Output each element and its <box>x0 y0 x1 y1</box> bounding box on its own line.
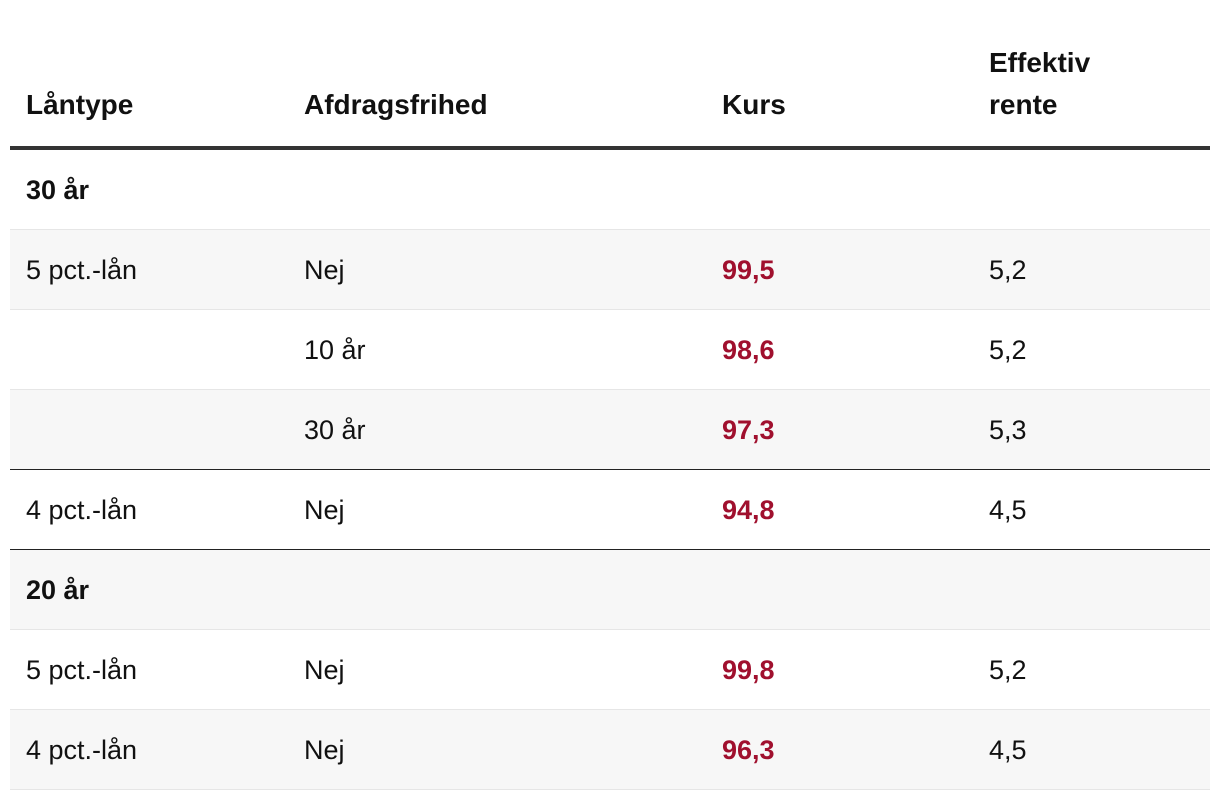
table-row: 5 pct.-lån Nej 99,5 5,2 <box>10 230 1210 310</box>
table-cell: Nej <box>304 255 345 285</box>
group-label: 20 år <box>26 575 90 605</box>
table-cell: 5,2 <box>989 655 1027 685</box>
table-cell: 5 pct.-lån <box>26 255 138 285</box>
table-cell: 97,3 <box>722 415 775 445</box>
table-cell: 10 år <box>304 335 366 365</box>
table-cell: 98,6 <box>722 335 775 365</box>
table-cell: 4 pct.-lån <box>26 495 138 525</box>
table-cell: Nej <box>304 655 345 685</box>
table-cell: 96,3 <box>722 735 775 765</box>
table-header: Låntype Afdragsfrihed Kurs Effektiv rent… <box>10 0 1210 150</box>
table-cell: 99,8 <box>722 655 775 685</box>
table-row: 4 pct.-lån Nej 94,8 4,5 <box>10 470 1210 550</box>
table-row: 5 pct.-lån Nej 99,8 5,2 <box>10 630 1210 710</box>
table-cell: Nej <box>304 735 345 765</box>
table-cell: 4 pct.-lån <box>26 735 138 765</box>
table-cell: 5 pct.-lån <box>26 655 138 685</box>
table-cell: 30 år <box>304 415 366 445</box>
table-row: 10 år 98,6 5,2 <box>10 310 1210 390</box>
table-cell: 4,5 <box>989 495 1027 525</box>
table-row: 30 år 97,3 5,3 <box>10 390 1210 470</box>
table-cell: 5,2 <box>989 255 1027 285</box>
column-header: Afdragsfrihed <box>304 89 488 120</box>
table-row: 30 år <box>10 150 1210 230</box>
table-row: 4 pct.-lån Nej 96,3 4,5 <box>10 710 1210 790</box>
column-header: Effektiv rente <box>989 47 1091 120</box>
table-cell: 5,2 <box>989 335 1027 365</box>
table-cell: Nej <box>304 495 345 525</box>
column-header: Låntype <box>26 89 134 120</box>
column-header: Kurs <box>722 89 786 120</box>
table-cell: 4,5 <box>989 735 1027 765</box>
table-cell: 99,5 <box>722 255 775 285</box>
table-row: 20 år <box>10 550 1210 630</box>
table-cell: 94,8 <box>722 495 775 525</box>
group-label: 30 år <box>26 175 90 205</box>
table-cell: 5,3 <box>989 415 1027 445</box>
